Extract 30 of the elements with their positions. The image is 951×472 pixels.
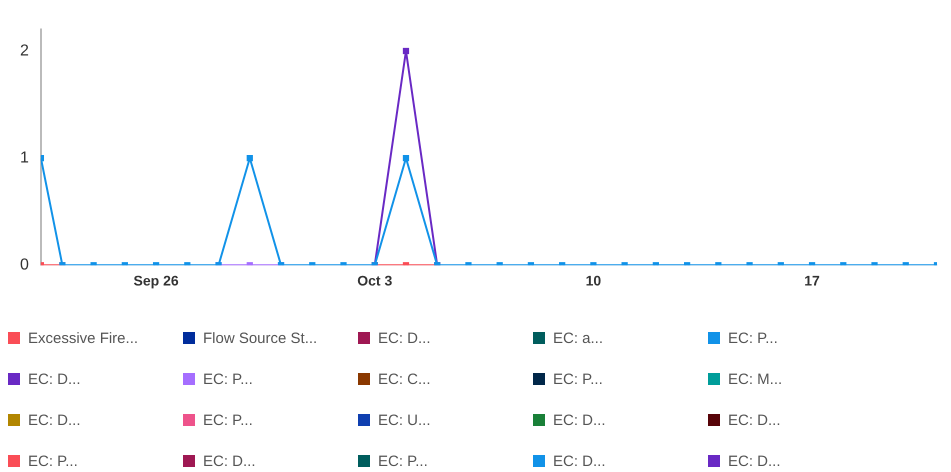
y-tick-label: 2 [20,42,29,60]
y-tick-label: 0 [20,256,29,274]
legend-label: EC: P... [553,370,603,388]
legend-label: EC: D... [553,452,606,470]
legend-label: EC: D... [728,452,781,470]
legend-label: EC: P... [28,452,78,470]
legend-label: EC: P... [203,370,253,388]
x-tick-label: 10 [586,272,602,288]
legend-label: EC: P... [378,452,428,470]
x-tick-label: Sep 26 [134,272,179,288]
point [246,154,253,162]
legend-label: Flow Source St... [203,330,318,346]
legend-label: EC: U... [378,412,431,428]
x-tick-label: 17 [804,272,820,288]
legend-label: EC: P... [728,330,778,346]
legend-label: EC: D... [28,370,81,388]
legend-label: EC: C... [378,370,431,388]
legend-label: EC: P... [203,412,253,428]
legend-label: EC: D... [728,412,781,428]
legend-label: EC: D... [28,412,81,428]
legend-label: EC: D... [378,330,431,346]
legend-label: EC: M... [728,370,782,388]
point [402,154,410,162]
legend-label: EC: a... [553,330,604,346]
x-tick-label: Oct 3 [357,272,392,288]
point [402,48,410,54]
legend-label: Excessive Fire... [28,330,138,346]
legend-label: EC: D... [553,412,606,428]
y-tick-label: 1 [20,150,29,167]
legend-label: EC: D... [203,452,256,470]
